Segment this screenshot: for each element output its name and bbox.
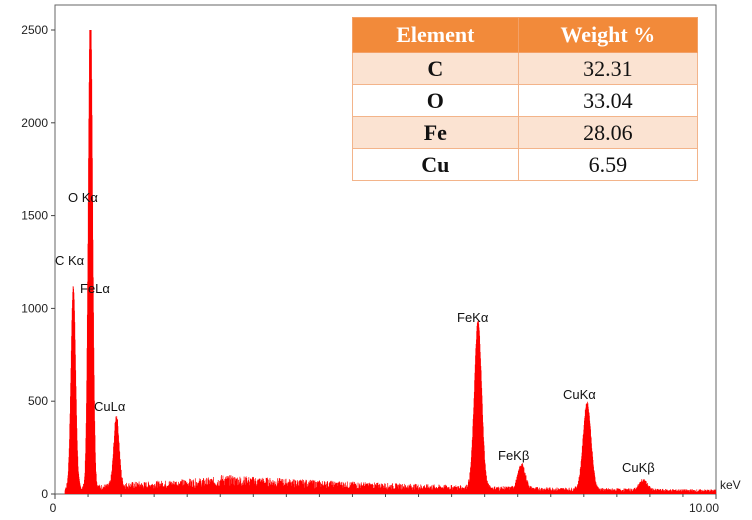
element-cell: Cu — [352, 148, 519, 181]
peak-labels: C Kα O Kα FeLα CuLα FeKα FeKβ CuKα CuKβ — [55, 190, 655, 475]
spectrum-series — [62, 30, 717, 494]
weight-cell: 32.31 — [517, 52, 699, 85]
peak-label: C Kα — [55, 253, 85, 268]
y-tick-label: 0 — [41, 487, 48, 501]
peak-label: CuLα — [94, 399, 126, 414]
x-tick-label: 10.00 — [689, 501, 719, 515]
peak-label: FeKα — [457, 310, 489, 325]
peak-label: FeKβ — [498, 448, 529, 463]
x-unit-label: keV — [720, 478, 741, 492]
header-weight: Weight % — [517, 17, 699, 53]
y-tick-label: 500 — [28, 394, 48, 408]
weight-cell: 6.59 — [517, 148, 699, 181]
table-row: Fe 28.06 — [352, 116, 699, 149]
table-row: O 33.04 — [352, 84, 699, 117]
peak-label: FeLα — [80, 281, 110, 296]
composition-table: Element Weight % C 32.31 O 33.04 Fe 28.0… — [352, 17, 699, 181]
peak-label: CuKβ — [622, 460, 655, 475]
peak-label: O Kα — [68, 190, 98, 205]
y-tick-label: 2000 — [21, 116, 48, 130]
header-element: Element — [352, 17, 519, 53]
y-tick-label: 1500 — [21, 209, 48, 223]
x-tick-label: 0 — [50, 501, 57, 515]
weight-cell: 33.04 — [517, 84, 699, 117]
table-header-row: Element Weight % — [352, 17, 699, 53]
y-tick-label: 2500 — [21, 23, 48, 37]
spectrum-trace — [62, 30, 717, 494]
element-cell: C — [352, 52, 519, 85]
weight-cell: 28.06 — [517, 116, 699, 149]
y-tick-label: 1000 — [21, 301, 48, 315]
table-row: C 32.31 — [352, 52, 699, 85]
peak-label: CuKα — [563, 387, 596, 402]
table-row: Cu 6.59 — [352, 148, 699, 181]
element-cell: Fe — [352, 116, 519, 149]
element-cell: O — [352, 84, 519, 117]
